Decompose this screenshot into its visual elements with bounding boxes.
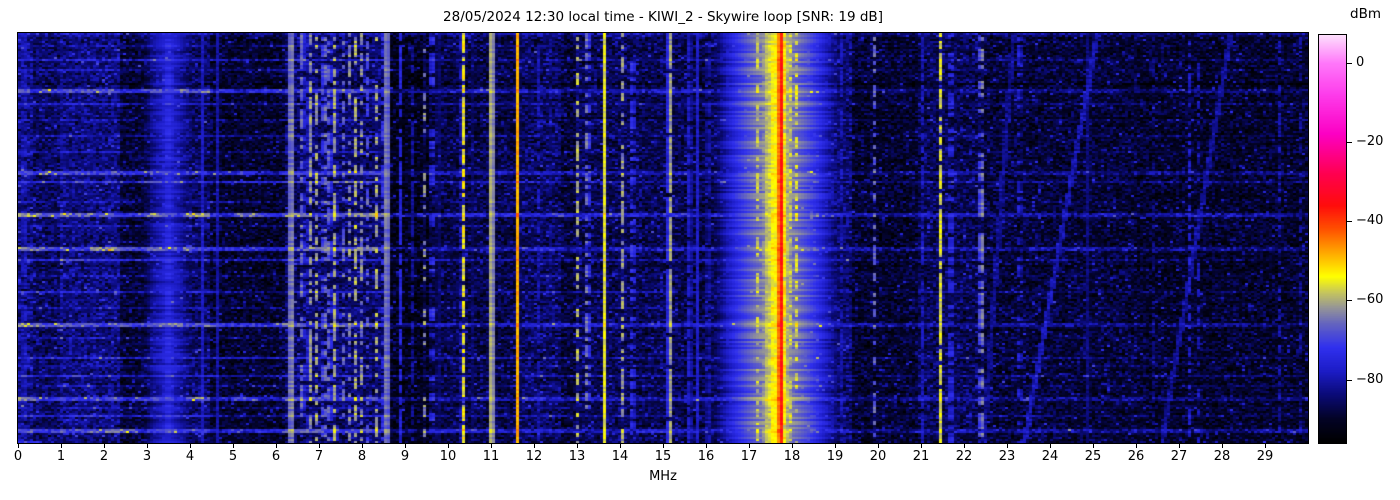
x-tick-label: 2 — [99, 449, 109, 464]
x-tick-label: 26 — [1127, 449, 1145, 464]
x-tick-mark — [533, 444, 535, 448]
colorbar-unit-label: dBm — [1350, 6, 1381, 22]
colorbar-tick-label: −60 — [1356, 292, 1384, 308]
x-tick-label: 5 — [228, 449, 238, 464]
x-tick-label: 19 — [826, 449, 844, 464]
x-tick-mark — [877, 444, 879, 448]
x-tick-mark — [17, 444, 19, 448]
x-tick-mark — [232, 444, 234, 448]
x-tick-mark — [963, 444, 965, 448]
x-tick-mark — [920, 444, 922, 448]
x-tick-label: 3 — [142, 449, 152, 464]
x-tick-mark — [662, 444, 664, 448]
x-tick-mark — [1092, 444, 1094, 448]
x-tick-label: 13 — [568, 449, 586, 464]
x-tick-label: 29 — [1256, 449, 1274, 464]
colorbar-tick-label: −80 — [1356, 371, 1384, 387]
x-tick-mark — [791, 444, 793, 448]
x-tick-label: 25 — [1084, 449, 1102, 464]
x-tick-mark — [318, 444, 320, 448]
spectrogram-plot — [17, 32, 1309, 444]
x-tick-label: 9 — [400, 449, 410, 464]
x-tick-mark — [60, 444, 62, 448]
x-tick-label: 22 — [955, 449, 973, 464]
x-tick-mark — [146, 444, 148, 448]
x-tick-label: 28 — [1213, 449, 1231, 464]
x-tick-mark — [447, 444, 449, 448]
colorbar-tick-mark — [1347, 62, 1352, 64]
x-tick-mark — [1135, 444, 1137, 448]
x-tick-label: 21 — [912, 449, 930, 464]
chart-title: 28/05/2024 12:30 local time - KIWI_2 - S… — [443, 9, 883, 25]
x-tick-mark — [748, 444, 750, 448]
x-tick-mark — [619, 444, 621, 448]
x-tick-label: 6 — [271, 449, 281, 464]
x-tick-label: 15 — [654, 449, 672, 464]
x-tick-mark — [404, 444, 406, 448]
x-tick-mark — [1049, 444, 1051, 448]
x-tick-mark — [705, 444, 707, 448]
x-tick-mark — [275, 444, 277, 448]
x-tick-label: 12 — [525, 449, 543, 464]
colorbar-tick-mark — [1347, 221, 1352, 223]
x-tick-mark — [361, 444, 363, 448]
x-tick-mark — [576, 444, 578, 448]
colorbar-tick-mark — [1347, 141, 1352, 143]
x-tick-mark — [1221, 444, 1223, 448]
x-tick-mark — [1006, 444, 1008, 448]
x-tick-mark — [1178, 444, 1180, 448]
x-tick-label: 20 — [869, 449, 887, 464]
spectrogram-canvas — [18, 33, 1308, 443]
x-tick-label: 18 — [783, 449, 801, 464]
x-tick-label: 10 — [439, 449, 457, 464]
x-tick-label: 16 — [697, 449, 715, 464]
x-tick-label: 0 — [13, 449, 23, 464]
x-tick-label: 23 — [998, 449, 1016, 464]
colorbar-tick-label: −20 — [1356, 134, 1384, 150]
x-tick-label: 27 — [1170, 449, 1188, 464]
colorbar-tick-label: −40 — [1356, 213, 1384, 229]
x-tick-label: 4 — [185, 449, 195, 464]
colorbar — [1318, 34, 1347, 444]
colorbar-tick-label: 0 — [1356, 54, 1365, 70]
x-tick-label: 14 — [611, 449, 629, 464]
x-tick-label: 17 — [740, 449, 758, 464]
x-tick-mark — [1264, 444, 1266, 448]
colorbar-tick-mark — [1347, 379, 1352, 381]
x-tick-mark — [834, 444, 836, 448]
x-tick-label: 8 — [357, 449, 367, 464]
colorbar-canvas — [1319, 35, 1346, 443]
x-tick-mark — [103, 444, 105, 448]
x-tick-mark — [490, 444, 492, 448]
x-tick-label: 11 — [482, 449, 500, 464]
x-tick-mark — [189, 444, 191, 448]
x-tick-label: 1 — [56, 449, 66, 464]
colorbar-tick-mark — [1347, 300, 1352, 302]
x-axis-label: MHz — [649, 469, 677, 484]
x-tick-label: 7 — [314, 449, 324, 464]
x-tick-label: 24 — [1041, 449, 1059, 464]
